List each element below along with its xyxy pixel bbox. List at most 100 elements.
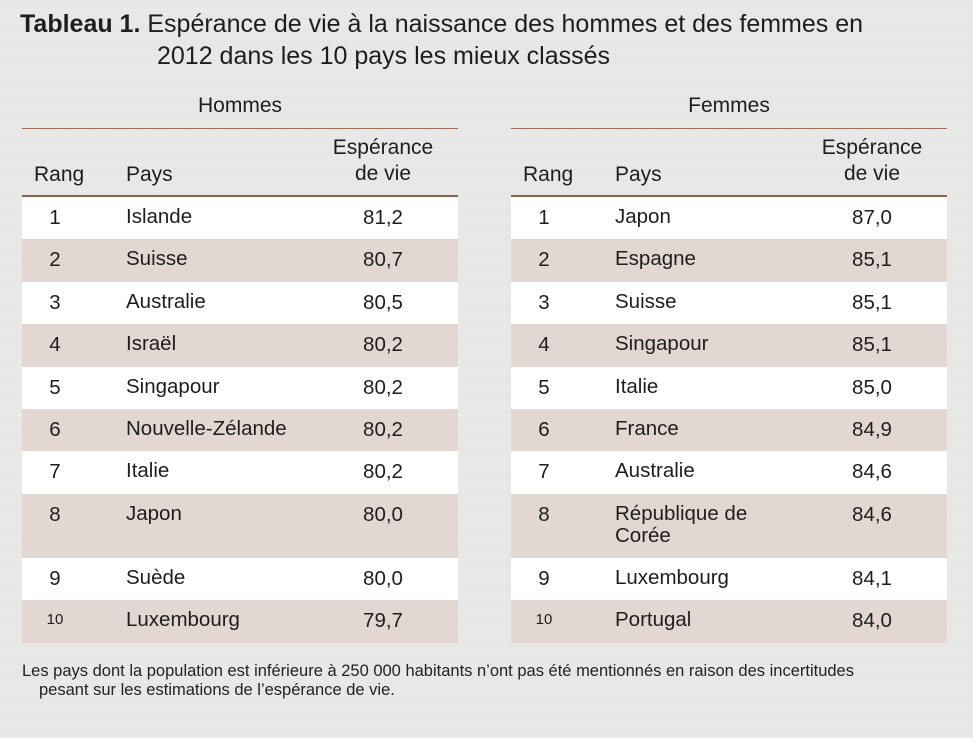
country-cell: Australie <box>126 289 206 313</box>
life-expectancy-cell: 80,2 <box>363 333 403 357</box>
country-cell: Suède <box>126 565 186 589</box>
rank-cell: 8 <box>49 502 61 526</box>
table-row: 7 Australie 84,6 <box>511 451 947 494</box>
country-cell: Australie <box>615 459 695 483</box>
table-row: 3 Suisse 85,1 <box>511 281 947 325</box>
rank-cell: 1 <box>49 206 61 229</box>
country-cell: France <box>615 416 679 440</box>
table-row: 2 Espagne 85,1 <box>511 239 947 282</box>
table-row: 8 Japon 80,0 <box>22 493 458 558</box>
life-expectancy-cell: 80,2 <box>363 417 403 441</box>
life-expectancy-cell: 81,2 <box>363 206 403 229</box>
column-header-esperance-line1: Espérance <box>332 136 434 159</box>
rank-cell: 9 <box>49 566 61 590</box>
column-header-esperance: Espérance de vie <box>807 135 937 187</box>
rank-cell: 2 <box>49 248 61 272</box>
table-title-line1: Espérance de vie à la naissance des homm… <box>147 10 864 38</box>
life-expectancy-cell: 85,0 <box>852 375 892 399</box>
rank-cell: 7 <box>538 460 550 484</box>
hommes-header-rule <box>22 195 458 197</box>
table-row: 5 Italie 85,0 <box>511 366 947 409</box>
table-row: 9 Suède 80,0 <box>22 557 458 601</box>
table-row: 5 Singapour 80,2 <box>22 366 458 409</box>
table-title: Tableau 1. Espérance de vie à la naissan… <box>20 8 950 72</box>
life-expectancy-cell: 84,1 <box>852 566 892 590</box>
table-row: 4 Israël 80,2 <box>22 324 458 367</box>
rank-cell: 8 <box>538 502 550 526</box>
country-cell: Nouvelle-Zélande <box>126 416 287 440</box>
hommes-heading: Hommes <box>197 94 282 117</box>
rank-cell: 3 <box>538 290 550 314</box>
femmes-table: Femmes Rang Pays Espérance de vie 1 Japon… <box>511 92 947 643</box>
rank-cell: 5 <box>49 375 61 399</box>
table-row: 3 Australie 80,5 <box>22 281 458 325</box>
footnote-line1: Les pays dont la population est inférieu… <box>22 662 854 680</box>
table-row: 8 République de Corée 84,6 <box>511 493 947 558</box>
table-title-lead: Tableau 1. <box>20 10 141 38</box>
country-cell: Japon <box>615 205 671 228</box>
country-cell: Singapour <box>615 332 709 356</box>
table-row: 7 Italie 80,2 <box>22 451 458 494</box>
rank-cell: 6 <box>49 417 61 441</box>
country-cell: Islande <box>126 205 193 228</box>
table-row: 10 Luxembourg 79,7 <box>22 600 458 643</box>
country-cell: Israël <box>126 332 177 356</box>
column-header-esperance-line2: de vie <box>354 162 412 185</box>
life-expectancy-cell: 80,5 <box>363 290 403 314</box>
footnote: Les pays dont la population est inférieu… <box>22 662 952 700</box>
country-cell: Singapour <box>126 374 220 398</box>
rank-cell: 10 <box>535 611 553 629</box>
rank-cell: 9 <box>538 566 550 590</box>
rank-cell: 2 <box>538 248 550 272</box>
country-cell: Suisse <box>126 247 188 271</box>
femmes-rows: 1 Japon 87,0 2 Espagne 85,1 3 Suisse 85,1 4 Sin… <box>511 197 947 643</box>
table-row: 2 Suisse 80,7 <box>22 239 458 282</box>
life-expectancy-cell: 87,0 <box>852 206 892 229</box>
table-row: 1 Islande 81,2 <box>22 197 458 240</box>
life-expectancy-cell: 85,1 <box>852 333 892 357</box>
life-expectancy-cell: 80,0 <box>363 502 403 526</box>
femmes-heading: Femmes <box>688 94 770 117</box>
column-header-pays: Pays <box>615 163 662 186</box>
rank-cell: 4 <box>538 333 550 357</box>
life-expectancy-cell: 84,6 <box>852 502 892 526</box>
table-title-line2: 2012 dans les 10 pays les mieux classés <box>157 42 611 70</box>
life-expectancy-cell: 80,7 <box>363 248 403 272</box>
footnote-line2: pesant sur les estimations de l’espéranc… <box>39 681 395 699</box>
country-cell-line2: Corée <box>615 523 671 547</box>
country-cell-line1: République de <box>615 501 748 525</box>
rank-cell: 4 <box>49 333 61 357</box>
life-expectancy-cell: 80,2 <box>363 375 403 399</box>
life-expectancy-cell: 80,0 <box>363 566 403 590</box>
country-cell: Italie <box>126 459 170 483</box>
table-row: 6 Nouvelle-Zélande 80,2 <box>22 408 458 452</box>
country-cell: Italie <box>615 374 659 398</box>
hommes-top-rule <box>22 128 458 129</box>
column-header-rang: Rang <box>523 163 574 186</box>
femmes-header-rule <box>511 195 947 197</box>
hommes-rows: 1 Islande 81,2 2 Suisse 80,7 3 Australie 80,5 … <box>22 197 458 643</box>
table-row: 9 Luxembourg 84,1 <box>511 557 947 601</box>
table-row: 4 Singapour 85,1 <box>511 324 947 367</box>
country-cell: Suisse <box>615 289 677 313</box>
rank-cell: 5 <box>538 375 550 399</box>
femmes-column-headers: Rang Pays Espérance de vie <box>511 129 947 195</box>
table-row: 10 Portugal 84,0 <box>511 600 947 643</box>
rank-cell: 7 <box>49 460 61 484</box>
country-cell: Espagne <box>615 247 696 271</box>
country-cell: Luxembourg <box>615 565 729 589</box>
country-cell: Japon <box>126 501 182 525</box>
table-row: 1 Japon 87,0 <box>511 197 947 240</box>
column-header-esperance: Espérance de vie <box>318 135 448 187</box>
column-header-pays: Pays <box>126 163 173 186</box>
life-expectancy-cell: 84,9 <box>852 417 892 441</box>
rank-cell: 10 <box>46 611 64 629</box>
table-row: 6 France 84,9 <box>511 408 947 452</box>
column-header-esperance-line2: de vie <box>843 162 901 185</box>
country-cell: Portugal <box>615 608 692 632</box>
country-cell: République de Corée <box>615 501 815 547</box>
country-cell: Luxembourg <box>126 608 240 632</box>
life-expectancy-cell: 80,2 <box>363 460 403 484</box>
rank-cell: 3 <box>49 290 61 314</box>
rank-cell: 6 <box>538 417 550 441</box>
